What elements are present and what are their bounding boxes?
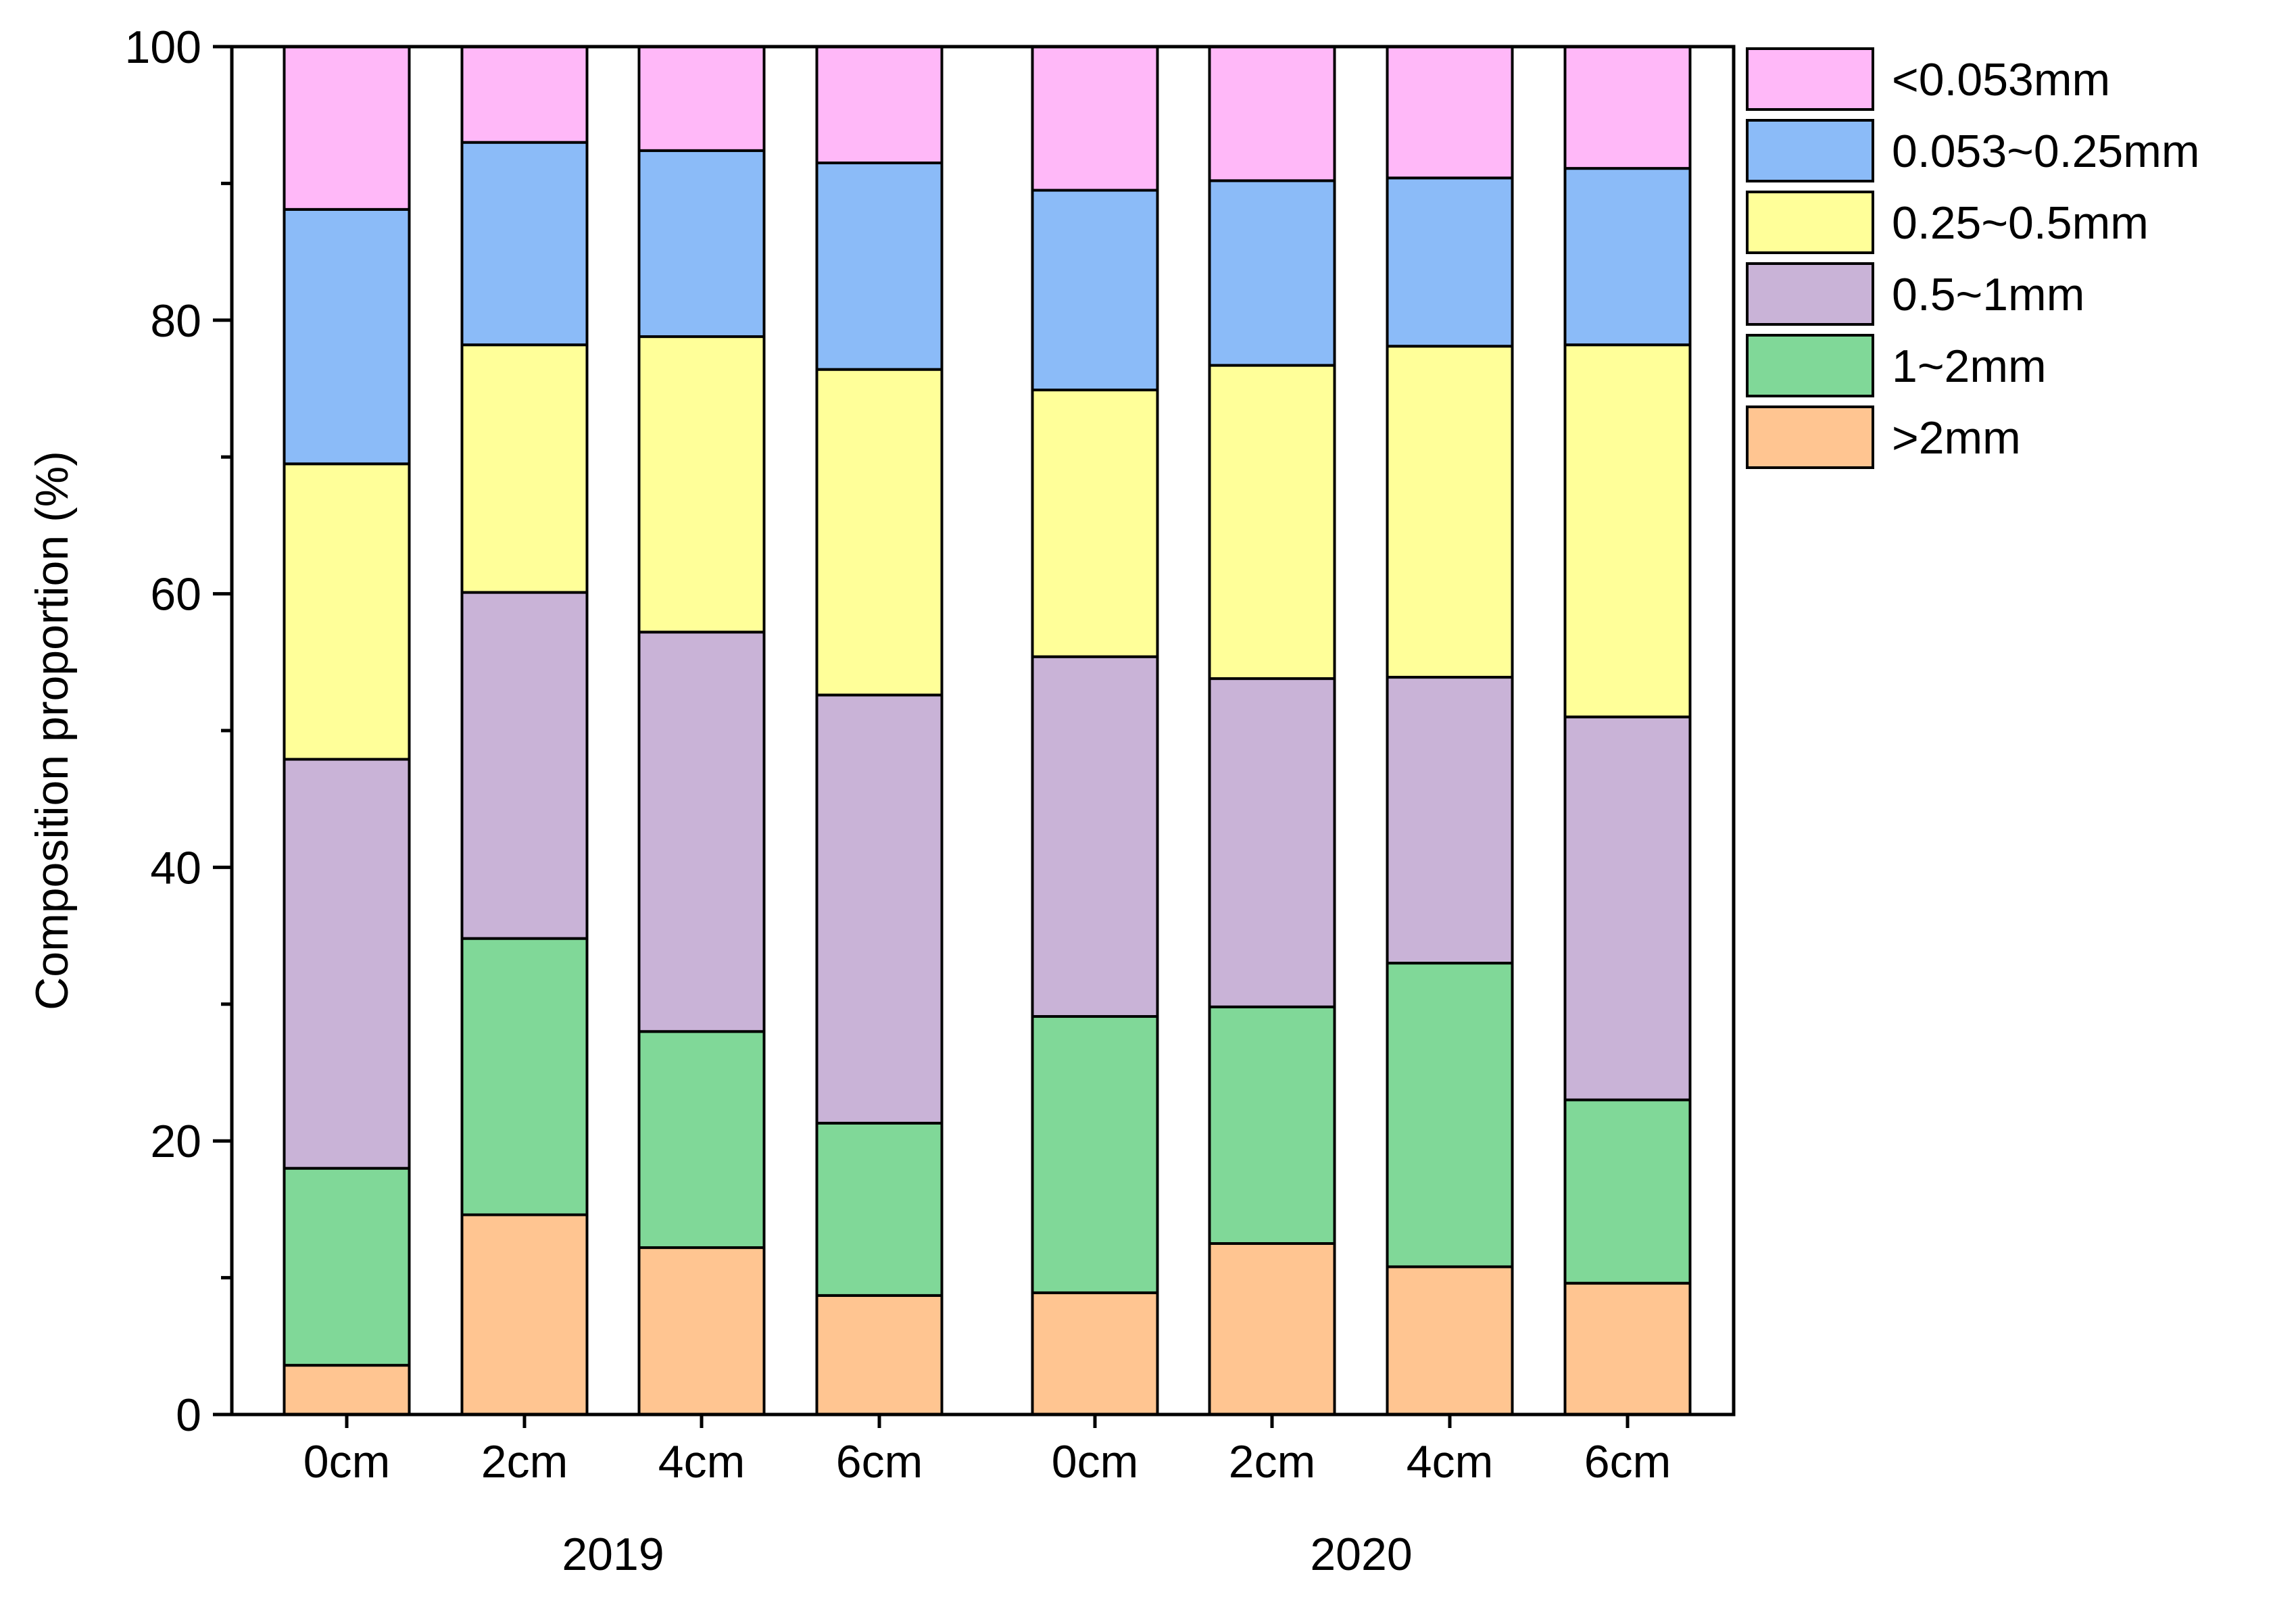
x-tick-label: 6cm xyxy=(836,1436,923,1487)
bar-segment-7-series-1 xyxy=(1386,1265,1514,1416)
legend-label: >2mm xyxy=(1892,412,2021,464)
y-tick-label: 80 xyxy=(150,295,201,347)
bar-segment-5-series-6 xyxy=(1031,45,1159,192)
bar-segment-3-series-5 xyxy=(637,149,766,339)
x-tick-label: 2cm xyxy=(481,1436,568,1487)
bar-segment-4-series-4 xyxy=(815,368,944,697)
axes-layer xyxy=(213,45,1736,1428)
bar-segment-4-series-6 xyxy=(815,45,944,165)
bar-segment-1-series-6 xyxy=(283,45,411,211)
legend-swatch xyxy=(1746,47,1874,111)
bar-segment-5-series-3 xyxy=(1031,655,1159,1018)
legend-label: 0.25~0.5mm xyxy=(1892,197,2149,249)
group-label: 2020 xyxy=(1310,1529,1412,1580)
bar-segment-1-series-1 xyxy=(283,1364,411,1416)
bars-layer xyxy=(283,45,1692,1417)
legend-swatch xyxy=(1746,119,1874,182)
bar-segment-7-series-2 xyxy=(1386,962,1514,1269)
bar-segment-2-series-6 xyxy=(460,45,589,144)
bar-segment-3-series-4 xyxy=(637,335,766,634)
bar-segment-5-series-2 xyxy=(1031,1015,1159,1294)
x-tick-label: 2cm xyxy=(1229,1436,1315,1487)
bar-segment-6-series-3 xyxy=(1208,677,1336,1008)
bar-segment-6-series-6 xyxy=(1208,45,1336,182)
x-tick-label: 4cm xyxy=(1407,1436,1493,1487)
bar-segment-1-series-3 xyxy=(283,758,411,1170)
x-tick-label: 0cm xyxy=(1052,1436,1138,1487)
bar-segment-6-series-4 xyxy=(1208,364,1336,681)
bar-segment-8-series-5 xyxy=(1563,167,1692,347)
bar-segment-8-series-6 xyxy=(1563,45,1692,170)
bar-segment-6-series-5 xyxy=(1208,179,1336,367)
y-tick-label: 100 xyxy=(125,22,201,73)
legend-swatch xyxy=(1746,334,1874,397)
group-label: 2019 xyxy=(562,1529,664,1580)
bar-segment-6-series-1 xyxy=(1208,1242,1336,1416)
bar-segment-8-series-4 xyxy=(1563,343,1692,718)
bar-segment-5-series-1 xyxy=(1031,1291,1159,1417)
legend-swatch xyxy=(1746,191,1874,254)
bar-segment-7-series-3 xyxy=(1386,676,1514,965)
bar-segment-3-series-6 xyxy=(637,45,766,152)
labels-layer: 0 20 40 60 80 100 0cm 2cm 4cm 6cm 0cm 2cm 4cm 6cm 2019… xyxy=(26,22,1671,1580)
bar-segment-8-series-1 xyxy=(1563,1281,1692,1417)
bar-segment-7-series-5 xyxy=(1386,176,1514,348)
legend-swatch xyxy=(1746,405,1874,469)
bar-segment-1-series-5 xyxy=(283,207,411,466)
bar-segment-4-series-5 xyxy=(815,162,944,371)
legend: <0.053mm 0.053~0.25mm 0.25~0.5mm 0.5~1mm 1~2… xyxy=(1746,47,2200,469)
bar-segment-7-series-6 xyxy=(1386,45,1514,180)
legend-label: 0.053~0.25mm xyxy=(1892,126,2200,177)
y-tick-label: 40 xyxy=(150,842,201,893)
bar-segment-5-series-4 xyxy=(1031,389,1159,658)
bar-segment-2-series-2 xyxy=(460,937,589,1216)
bar-segment-1-series-4 xyxy=(283,462,411,761)
bar-segment-2-series-3 xyxy=(460,591,589,940)
bar-segment-2-series-1 xyxy=(460,1213,589,1416)
bar-segment-4-series-2 xyxy=(815,1121,944,1297)
y-tick-label: 20 xyxy=(150,1116,201,1167)
bar-segment-3-series-2 xyxy=(637,1030,766,1250)
y-tick-label: 0 xyxy=(176,1389,201,1441)
bar-segment-5-series-5 xyxy=(1031,189,1159,392)
bar-segment-3-series-3 xyxy=(637,631,766,1033)
bar-segment-8-series-2 xyxy=(1563,1098,1692,1285)
legend-label: 1~2mm xyxy=(1892,341,2047,392)
bar-segment-4-series-3 xyxy=(815,693,944,1125)
x-tick-label: 6cm xyxy=(1584,1436,1671,1487)
bar-segment-7-series-4 xyxy=(1386,345,1514,679)
y-axis-title: Composition proportion (%) xyxy=(26,451,78,1010)
bar-segment-2-series-4 xyxy=(460,343,589,594)
legend-label: <0.053mm xyxy=(1892,54,2110,105)
x-tick-label: 0cm xyxy=(303,1436,390,1487)
bar-segment-3-series-1 xyxy=(637,1246,766,1417)
bar-segment-2-series-5 xyxy=(460,141,589,347)
y-tick-label: 60 xyxy=(150,569,201,620)
legend-swatch xyxy=(1746,262,1874,326)
legend-label: 0.5~1mm xyxy=(1892,269,2084,320)
bar-segment-6-series-2 xyxy=(1208,1005,1336,1246)
x-tick-label: 4cm xyxy=(658,1436,745,1487)
bar-segment-1-series-2 xyxy=(283,1166,411,1367)
bar-segment-4-series-1 xyxy=(815,1294,944,1416)
bar-segment-8-series-3 xyxy=(1563,715,1692,1102)
